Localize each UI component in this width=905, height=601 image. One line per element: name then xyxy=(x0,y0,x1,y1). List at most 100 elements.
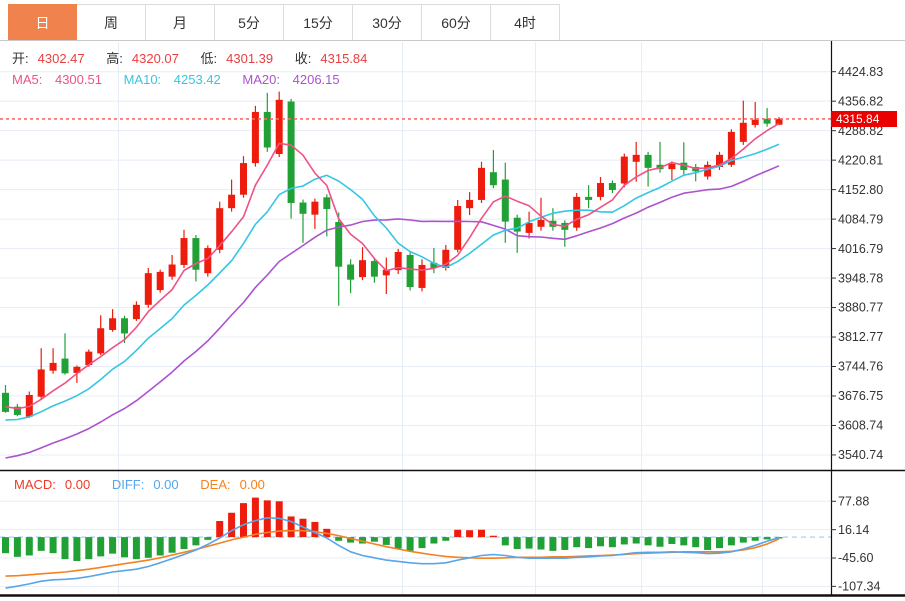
open-label: 开: xyxy=(12,51,29,66)
tab-60min[interactable]: 60分 xyxy=(422,4,491,40)
macd-histogram-bar xyxy=(370,537,378,542)
close-label: 收: xyxy=(294,51,312,66)
macd-histogram-bar xyxy=(251,497,259,538)
price-axis-label: 4084.79 xyxy=(838,212,883,226)
tab-5min[interactable]: 5分 xyxy=(215,4,284,40)
candle-body-up xyxy=(418,264,426,288)
candle-body-up xyxy=(716,154,723,167)
dea-label: DEA: xyxy=(200,477,231,492)
macd-histogram-bar xyxy=(597,537,604,547)
macd-histogram-bar xyxy=(156,537,164,556)
macd-histogram-bar xyxy=(692,537,700,548)
macd-histogram-bar xyxy=(347,537,355,543)
macd-histogram-bar xyxy=(263,500,271,538)
price-axis-label: 4356.82 xyxy=(838,94,883,108)
macd-histogram-bar xyxy=(73,537,81,561)
macd-histogram-bar xyxy=(513,537,521,550)
macd-histogram-bar xyxy=(620,537,628,545)
macd-histogram-bar xyxy=(751,537,759,541)
ohlc-readout: 开: 4302.47 高: 4320.07 低: 4301.39 收: 4315.84 xyxy=(12,48,385,67)
macd-histogram-bar xyxy=(561,537,569,550)
macd-histogram-bar xyxy=(680,537,688,546)
candle-body-up xyxy=(739,122,747,142)
candle-body-down xyxy=(287,101,295,203)
candle-body-up xyxy=(775,118,783,125)
low-value: 4301.39 xyxy=(226,51,274,66)
candle-body-down xyxy=(61,358,69,374)
candle-body-up xyxy=(442,249,450,268)
tab-day[interactable]: 日 xyxy=(8,4,77,40)
price-axis-label: 4220.81 xyxy=(838,153,883,167)
candle-body-up xyxy=(704,164,712,177)
macd-histogram-bar xyxy=(97,537,105,557)
candle-body-down xyxy=(299,202,307,214)
candle-body-up xyxy=(37,369,45,397)
macd-histogram-bar xyxy=(394,537,402,549)
candle-body-up xyxy=(180,238,188,265)
candle-body-up xyxy=(525,222,533,233)
candle-body-up xyxy=(144,273,152,305)
ma5-value: 4300.51 xyxy=(54,72,102,87)
macd-histogram-bar xyxy=(192,537,200,546)
tab-30min[interactable]: 30分 xyxy=(353,4,422,40)
candle-body-up xyxy=(751,119,759,125)
candle-body-up xyxy=(394,251,402,271)
price-axis-label: 3608.74 xyxy=(838,419,883,433)
candle-body-up xyxy=(466,199,474,209)
candle-body-up xyxy=(454,206,462,250)
candle-body-up xyxy=(668,163,676,170)
candle-body-down xyxy=(608,183,616,190)
macd-histogram-bar xyxy=(716,537,723,549)
tab-week[interactable]: 周 xyxy=(77,4,146,40)
macd-histogram-bar xyxy=(85,537,93,560)
macd-histogram-bar xyxy=(61,537,69,560)
candle-body-up xyxy=(311,201,319,215)
candle-body-down xyxy=(501,179,509,222)
candle-body-up xyxy=(85,351,93,366)
ma10-label: MA10: xyxy=(123,72,162,87)
tab-4hour[interactable]: 4时 xyxy=(491,4,560,40)
candle-body-down xyxy=(489,172,497,186)
macd-histogram-bar xyxy=(501,537,509,546)
candle-body-up xyxy=(204,248,212,274)
price-axis-label: 4424.83 xyxy=(838,65,883,79)
candle-body-down xyxy=(680,162,688,171)
candle-body-down xyxy=(192,238,200,270)
tab-month[interactable]: 月 xyxy=(146,4,215,40)
macd-histogram-bar xyxy=(644,537,652,546)
macd-histogram-bar xyxy=(430,537,438,544)
candle-body-up xyxy=(228,194,236,209)
dea-value: 0.00 xyxy=(239,477,265,492)
ma20-label: MA20: xyxy=(242,72,280,87)
candle-body-up xyxy=(597,183,604,197)
price-axis-label: 3812.77 xyxy=(838,330,883,344)
candle-body-down xyxy=(763,118,771,124)
macd-histogram-bar xyxy=(121,537,128,558)
macd-histogram-bar xyxy=(442,537,450,541)
price-axis-label: 3744.76 xyxy=(838,360,883,374)
candle-body-down xyxy=(513,217,521,232)
candle-body-up xyxy=(251,111,259,164)
candle-body-down xyxy=(430,262,438,268)
macd-axis-label: 77.88 xyxy=(838,495,869,509)
macd-histogram-bar xyxy=(466,530,474,538)
macd-histogram-bar xyxy=(13,537,21,557)
macd-histogram-bar xyxy=(585,537,593,549)
close-value: 4315.84 xyxy=(320,51,368,66)
candle-body-up xyxy=(109,318,117,330)
candle-body-up xyxy=(620,156,628,184)
high-label: 高: xyxy=(106,51,123,66)
macd-histogram-bar xyxy=(168,537,176,553)
ma5-label: MA5: xyxy=(12,72,43,87)
diff-label: DIFF: xyxy=(111,477,145,492)
candle-body-up xyxy=(275,99,283,154)
diff-value: 0.00 xyxy=(153,477,179,492)
tab-15min[interactable]: 15分 xyxy=(284,4,353,40)
macd-histogram-bar xyxy=(739,537,747,543)
macd-histogram-bar xyxy=(489,535,497,538)
candle-body-up xyxy=(382,269,390,276)
low-label: 低: xyxy=(200,51,218,66)
price-axis-label: 4016.79 xyxy=(838,242,883,256)
